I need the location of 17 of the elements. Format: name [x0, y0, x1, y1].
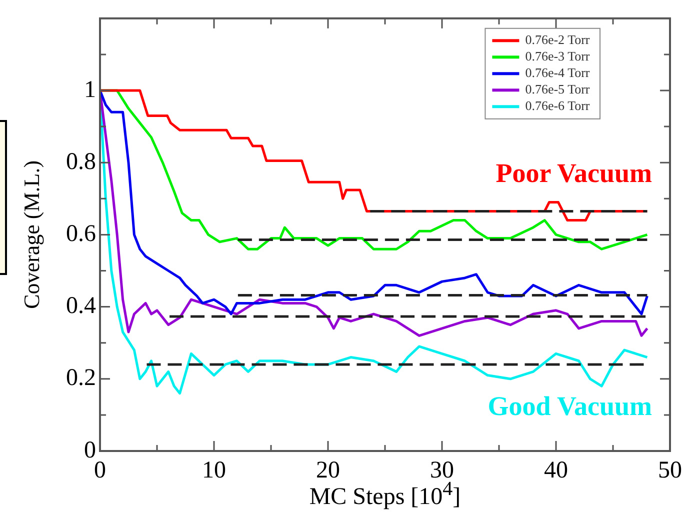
y-tick-label: 1: [84, 76, 96, 103]
legend-label: 0.76e-4 Torr: [525, 65, 590, 80]
x-tick-label: 40: [544, 458, 568, 484]
x-tick-label: 10: [202, 458, 226, 484]
x-tick-label: 50: [658, 458, 682, 484]
y-tick-label: 0.2: [66, 365, 96, 392]
annotation: Good Vacuum: [488, 391, 652, 422]
legend-label: 0.76e-5 Torr: [525, 82, 590, 97]
y-tick-label: 0.8: [66, 148, 96, 175]
y-tick-label: 0.6: [66, 220, 96, 247]
annotation: Poor Vacuum: [496, 158, 652, 190]
y-tick-label: 0.4: [66, 293, 96, 320]
legend-label: 0.76e-2 Torr: [525, 32, 590, 48]
y-axis-title: Coverage (M.L.): [18, 160, 44, 309]
legend-label: 0.76e-6 Torr: [525, 98, 590, 114]
y-tick-label: 0: [84, 437, 96, 464]
legend-label: 0.76e-3 Torr: [525, 48, 590, 64]
